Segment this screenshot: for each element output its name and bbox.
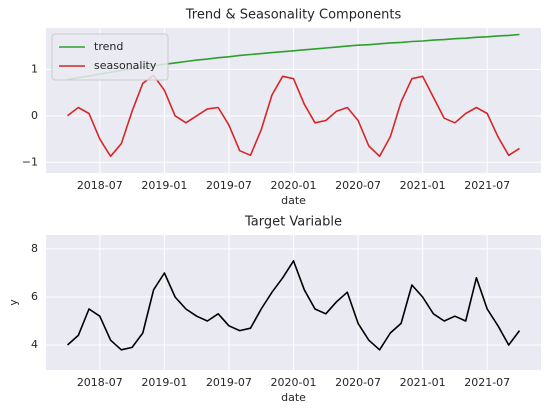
x-tick-label: 2019-07: [206, 376, 252, 389]
x-axis-label: date: [281, 194, 306, 207]
series-line: [67, 74, 520, 158]
y-tick-label: 8: [31, 242, 38, 255]
series-line: [66, 260, 521, 351]
x-tick-label: 2019-01: [141, 376, 187, 389]
chart-title: Target Variable: [244, 215, 342, 230]
y-tick-label: 1: [31, 62, 38, 75]
x-tick-label: 2021-01: [400, 376, 446, 389]
legend-label: trend: [94, 40, 123, 53]
x-tick-label: 2020-01: [271, 179, 317, 192]
x-tick-label: 2019-07: [206, 179, 252, 192]
y-tick-label: 0: [31, 109, 38, 122]
y-tick-label: 4: [31, 338, 38, 351]
x-tick-label: 2021-07: [464, 376, 510, 389]
x-tick-label: 2019-01: [141, 179, 187, 192]
y-tick-label: −1: [22, 155, 38, 168]
x-axis-label: date: [281, 391, 306, 404]
x-tick-label: 2020-07: [335, 179, 381, 192]
legend-label: seasonality: [94, 59, 157, 72]
x-tick-label: 2020-01: [271, 376, 317, 389]
x-tick-label: 2018-07: [77, 376, 123, 389]
x-tick-label: 2021-07: [464, 179, 510, 192]
x-tick-label: 2018-07: [77, 179, 123, 192]
y-tick-label: 6: [31, 290, 38, 303]
x-tick-label: 2020-07: [335, 376, 381, 389]
legend-box: [51, 33, 169, 81]
chart-title: Trend & Seasonality Components: [185, 8, 402, 23]
x-tick-label: 2021-01: [400, 179, 446, 192]
y-axis-label: y: [7, 299, 20, 306]
legend: trend seasonality: [51, 33, 169, 81]
